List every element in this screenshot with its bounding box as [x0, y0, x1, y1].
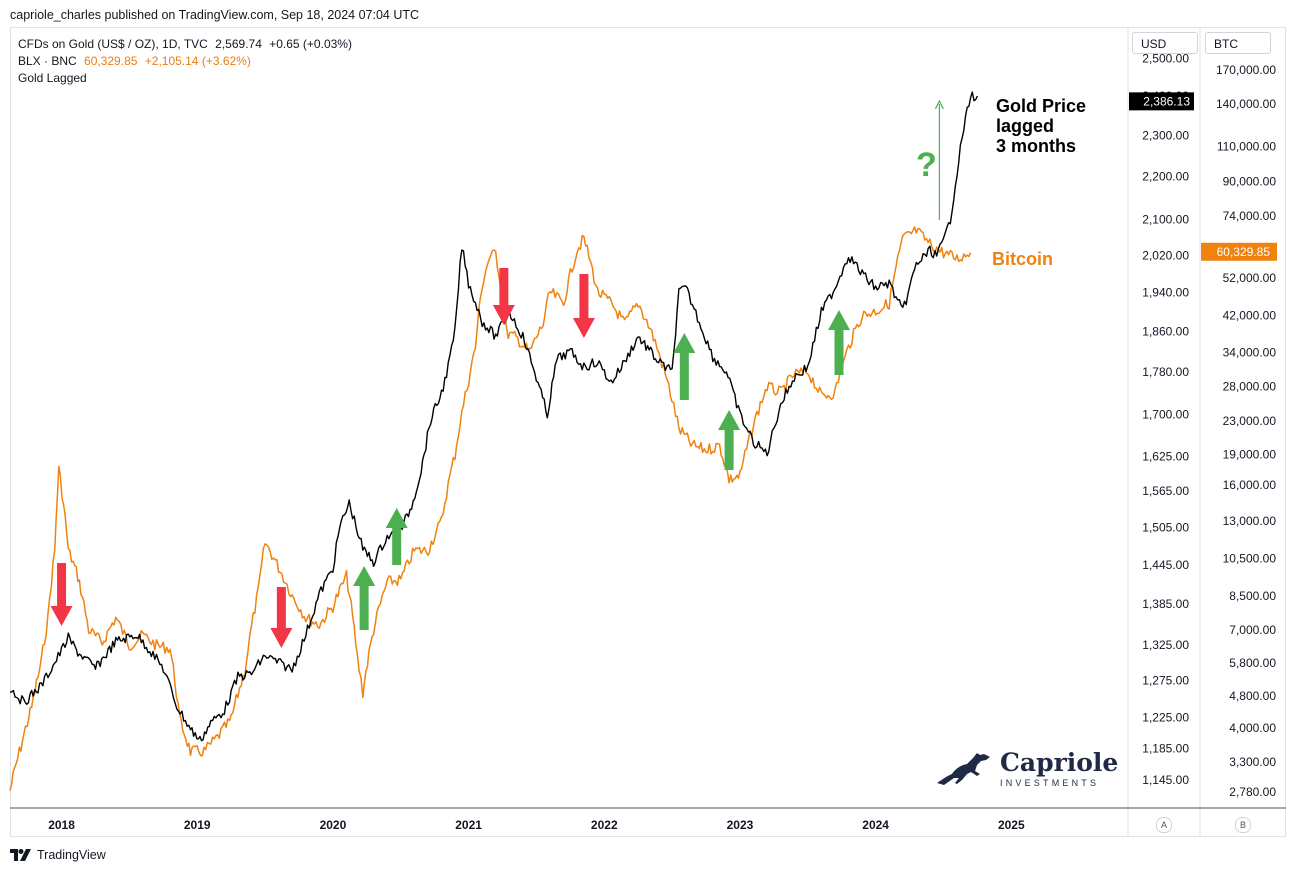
btc-tick-label: 140,000.00 [1216, 97, 1276, 111]
bitcoin-series-line [9, 226, 972, 791]
capriole-name: Capriole [1000, 748, 1119, 777]
btc-tick-label: 23,000.00 [1223, 414, 1277, 428]
usd-tick-label: 1,565.00 [1142, 484, 1189, 498]
usd-tick-label: 1,185.00 [1142, 741, 1189, 755]
usd-tick-label: 1,940.00 [1142, 286, 1189, 300]
btc-price-badge-text: 60,329.85 [1217, 245, 1271, 259]
btc-tick-label: 10,500.00 [1223, 552, 1277, 566]
x-tick-label: 2024 [862, 818, 889, 832]
usd-tick-label: 1,625.00 [1142, 449, 1189, 463]
usd-tick-label: 1,700.00 [1142, 408, 1189, 422]
legend-gold-price: 2,569.74 [215, 37, 262, 51]
btc-tick-label: 3,300.00 [1229, 755, 1276, 769]
tradingview-logo-icon [10, 849, 31, 861]
gold-annotation-line: 3 months [996, 136, 1076, 156]
thin-up-arrow-head-icon [934, 99, 944, 110]
gold-annotation-line: lagged [996, 116, 1054, 136]
chart-legend: CFDs on Gold (US$ / OZ), 1D, TVC 2,569.7… [18, 36, 356, 87]
up-arrow-icon [828, 310, 851, 375]
legend-btc-price: 60,329.85 [84, 54, 138, 68]
legend-btc-name: BLX · BNC [18, 54, 77, 68]
usd-tick-label: 2,300.00 [1142, 128, 1189, 142]
usd-tick-label: 1,445.00 [1142, 558, 1189, 572]
btc-tick-label: 170,000.00 [1216, 63, 1276, 77]
gold-annotation-line: Gold Price [996, 96, 1086, 116]
btc-tick-label: 7,000.00 [1229, 623, 1276, 637]
usd-tick-label: 1,225.00 [1142, 711, 1189, 725]
capriole-watermark: Capriole INVESTMENTS [934, 749, 1118, 789]
btc-price-badge-bg [1201, 242, 1277, 261]
x-tick-label: 2025 [998, 818, 1025, 832]
tradingview-footer-label: TradingView [37, 848, 106, 862]
usd-tick-label: 2,020.00 [1142, 248, 1189, 262]
btc-tick-label: 2,780.00 [1229, 785, 1276, 799]
btc-tick-label: 5,800.00 [1229, 656, 1276, 670]
legend-gold-name: CFDs on Gold (US$ / OZ), 1D, TVC [18, 37, 208, 51]
horse-logo-icon [937, 753, 990, 785]
x-tick-label: 2022 [591, 818, 618, 832]
down-arrow-icon [50, 563, 73, 626]
btc-tick-label: 90,000.00 [1223, 175, 1277, 189]
btc-tick-label: 52,000.00 [1223, 271, 1277, 285]
up-arrow-icon [385, 508, 408, 565]
btc-tick-label: 34,000.00 [1223, 345, 1277, 359]
btc-tick-label: 13,000.00 [1223, 514, 1277, 528]
up-arrow-icon [353, 566, 376, 630]
legend-btc-row[interactable]: BLX · BNC 60,329.85 +2,105.14 (+3.62%) [18, 53, 356, 70]
gold-lagged-series-line [10, 91, 979, 742]
usd-scale-button[interactable]: USD [1132, 32, 1198, 54]
btc-tick-label: 42,000.00 [1223, 308, 1277, 322]
legend-gold-change: +0.65 (+0.03%) [269, 37, 352, 51]
legend-lagged-row[interactable]: Gold Lagged [18, 70, 356, 87]
down-arrow-icon [572, 274, 595, 338]
btc-tick-label: 8,500.00 [1229, 589, 1276, 603]
btc-tick-label: 28,000.00 [1223, 380, 1277, 394]
gold-price-badge: 2,386.13 [1129, 92, 1194, 111]
legend-lagged-label: Gold Lagged [18, 71, 87, 85]
btc-tick-label: 4,800.00 [1229, 689, 1276, 703]
down-arrow-icon [270, 587, 293, 648]
down-arrow-icon [492, 268, 515, 325]
auto-scale-a-button[interactable]: A [1156, 817, 1172, 833]
usd-tick-label: 2,200.00 [1142, 169, 1189, 183]
btc-tick-label: 74,000.00 [1223, 209, 1277, 223]
usd-tick-label: 1,860.00 [1142, 325, 1189, 339]
usd-tick-label: 1,145.00 [1142, 773, 1189, 787]
gold-price-badge-text: 2,386.13 [1143, 94, 1190, 108]
tradingview-footer[interactable]: TradingView [10, 848, 106, 862]
usd-tick-label: 2,500.00 [1142, 51, 1189, 65]
btc-tick-label: 16,000.00 [1223, 478, 1277, 492]
btc-price-badge: 60,329.85 [1201, 242, 1277, 261]
up-arrow-icon [673, 333, 696, 400]
published-caption: capriole_charles published on TradingVie… [10, 8, 420, 22]
btc-tick-label: 110,000.00 [1217, 139, 1276, 153]
bitcoin-annotation-label: Bitcoin [992, 249, 1053, 269]
x-tick-label: 2019 [184, 818, 211, 832]
usd-tick-label: 1,275.00 [1142, 674, 1189, 688]
x-tick-label: 2021 [455, 818, 482, 832]
capriole-subtitle: INVESTMENTS [1000, 778, 1100, 788]
chart-frame [10, 27, 1286, 837]
btc-scale-button[interactable]: BTC [1205, 32, 1271, 54]
up-arrow-icon [718, 410, 741, 470]
legend-gold-row[interactable]: CFDs on Gold (US$ / OZ), 1D, TVC 2,569.7… [18, 36, 356, 53]
usd-tick-label: 1,385.00 [1142, 597, 1189, 611]
usd-tick-label: 1,325.00 [1142, 638, 1189, 652]
btc-tick-label: 19,000.00 [1223, 448, 1277, 462]
auto-scale-b-button[interactable]: B [1235, 817, 1251, 833]
btc-tick-label: 4,000.00 [1229, 721, 1276, 735]
x-tick-label: 2023 [727, 818, 754, 832]
usd-tick-label: 1,505.00 [1142, 520, 1189, 534]
x-tick-label: 2020 [320, 818, 347, 832]
gold-price-badge-bg [1129, 92, 1194, 111]
usd-tick-label: 2,100.00 [1142, 212, 1189, 226]
usd-tick-label: 1,780.00 [1142, 365, 1189, 379]
legend-btc-change: +2,105.14 (+3.62%) [144, 54, 251, 68]
question-mark-annotation: ? [916, 146, 937, 184]
plot-area [9, 91, 979, 791]
x-tick-label: 2018 [48, 818, 75, 832]
